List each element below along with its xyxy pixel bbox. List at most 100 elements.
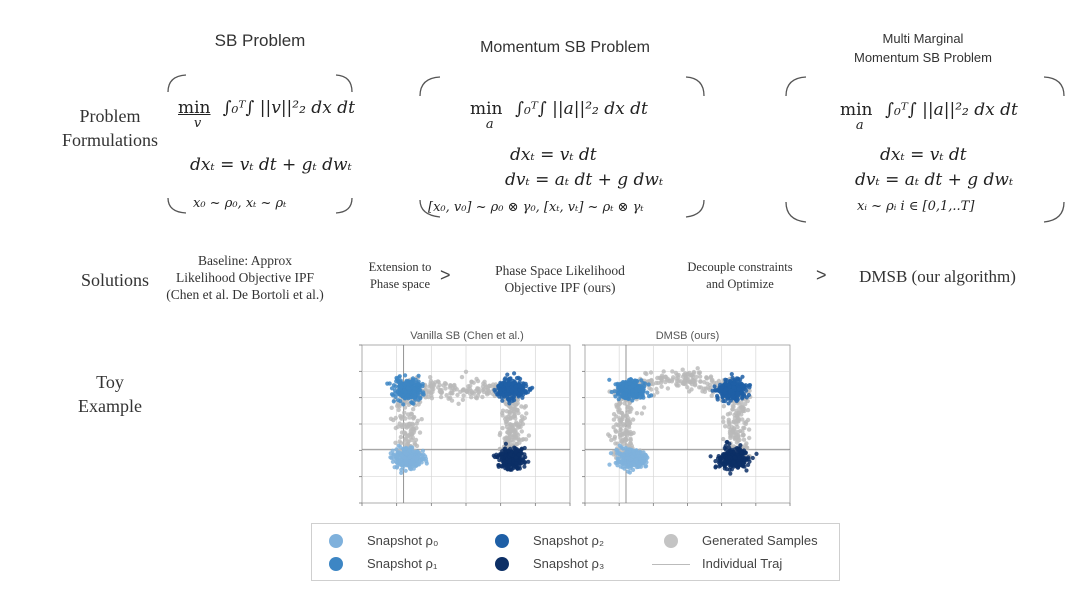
generated-sample — [524, 411, 529, 416]
snapshot-rho1-point — [627, 385, 632, 390]
generated-sample — [747, 388, 752, 393]
snapshot-rho3-point — [717, 455, 723, 460]
snapshot-rho0-point — [639, 459, 645, 464]
extension-step: Extension to Phase space — [355, 259, 445, 293]
snapshot-rho0-point — [620, 452, 625, 457]
generated-sample — [487, 383, 492, 389]
snapshot-rho3-point — [492, 454, 497, 460]
generated-sample — [624, 431, 630, 436]
generated-sample — [721, 415, 726, 420]
legend-label-rho2: Snapshot ρ₂ — [533, 533, 604, 548]
snapshot-rho3-point — [496, 463, 501, 468]
generated-sample — [412, 414, 417, 420]
snapshot-rho2-point — [746, 392, 752, 398]
generated-sample — [500, 413, 505, 418]
snapshot-rho2-point — [731, 385, 736, 390]
generated-sample — [463, 369, 469, 374]
snapshot-rho0-point — [398, 458, 403, 463]
generated-sample — [741, 437, 747, 442]
generated-sample — [685, 372, 690, 377]
momentum-dynamics-v: dvₜ = aₜ dt + g dwₜ — [505, 170, 664, 190]
snapshot-rho3-point — [738, 443, 743, 448]
generated-sample — [709, 393, 714, 398]
generated-sample — [446, 396, 451, 401]
baseline-line2: Likelihood Objective IPF — [176, 270, 314, 285]
generated-sample — [511, 427, 517, 432]
generated-sample — [670, 377, 675, 382]
generated-sample — [497, 432, 502, 438]
snapshot-rho0-point — [403, 459, 409, 464]
snapshot-rho1-point — [405, 385, 410, 390]
snapshot-rho3-point — [737, 455, 742, 460]
generated-sample — [460, 397, 466, 402]
generated-sample — [398, 415, 404, 420]
generated-sample — [617, 417, 622, 423]
generated-sample — [740, 408, 745, 414]
generated-sample — [736, 410, 742, 415]
snapshot-rho2-point — [739, 396, 745, 401]
legend-label-rho0: Snapshot ρ₀ — [367, 533, 439, 548]
generated-sample — [449, 388, 454, 394]
generated-sample — [475, 386, 480, 391]
snapshot-rho0-point — [616, 450, 621, 455]
snapshot-rho2-point — [499, 381, 504, 386]
generated-sample — [745, 398, 750, 404]
plot-title-vanilla: Vanilla SB (Chen et al.) — [410, 330, 524, 342]
generated-sample — [745, 407, 751, 413]
snapshot-rho2-point — [513, 384, 518, 389]
snapshot-rho2-point — [726, 382, 731, 387]
sb-objective-body: ∫₀ᵀ∫ ||v||²₂ dx dt — [222, 98, 355, 118]
snapshot-rho3-point — [499, 455, 504, 460]
generated-sample — [619, 439, 624, 444]
decouple-step: Decouple constraints and Optimize — [665, 259, 815, 293]
generated-sample — [606, 432, 611, 437]
generated-sample — [398, 434, 404, 440]
generated-sample — [664, 377, 669, 382]
generated-sample — [517, 440, 522, 445]
generated-sample — [695, 366, 700, 371]
snapshot-rho1-point — [630, 393, 636, 398]
generated-sample — [626, 404, 631, 410]
generated-sample — [656, 380, 661, 386]
generated-sample — [406, 402, 411, 407]
generated-sample — [395, 424, 401, 429]
generated-sample — [611, 412, 617, 417]
generated-sample — [746, 427, 752, 432]
snapshot-rho2-point — [504, 392, 510, 397]
sb-problem-title: SB Problem — [214, 31, 306, 50]
generated-sample — [743, 401, 748, 407]
snapshot-rho0-point — [408, 466, 413, 471]
snapshot-rho1-point — [613, 382, 618, 387]
phase-line1: Phase Space Likelihood — [495, 263, 625, 278]
snapshot-rho2-point — [731, 394, 736, 399]
generated-sample — [742, 425, 747, 431]
solutions-label: Solutions — [80, 270, 150, 290]
multi-dynamics-v: dvₜ = aₜ dt + g dwₜ — [855, 170, 1014, 190]
generated-sample — [522, 415, 527, 421]
generated-sample — [617, 421, 623, 426]
generated-sample — [460, 388, 466, 393]
snapshot-rho3-point — [508, 452, 513, 457]
snapshot-rho3-point — [507, 459, 512, 464]
snapshot-rho1-point — [412, 386, 417, 391]
generated-sample — [448, 384, 453, 389]
snapshot-rho2-point — [505, 372, 510, 377]
snapshot-rho2-point — [735, 392, 741, 397]
generated-sample — [389, 405, 394, 410]
snapshot-rho3-point — [713, 464, 718, 469]
legend-swatch-rho3 — [495, 557, 509, 571]
snapshot-rho3-point — [744, 468, 749, 473]
snapshot-rho1-point — [403, 373, 408, 378]
generated-sample — [618, 401, 623, 406]
snapshot-rho2-point — [508, 376, 513, 382]
snapshot-rho1-point — [621, 391, 626, 397]
snapshot-rho0-point — [408, 454, 414, 459]
snapshot-rho0-point — [640, 453, 645, 458]
generated-sample — [726, 424, 732, 430]
legend-swatch-rho2 — [495, 534, 509, 548]
generated-sample — [428, 390, 434, 396]
snapshot-rho1-point — [629, 378, 635, 383]
snapshot-rho2-point — [712, 384, 717, 389]
generated-sample — [410, 432, 415, 437]
multi-constraint: xᵢ ~ ρᵢ i ∈ [0,1,..T] — [857, 199, 975, 214]
